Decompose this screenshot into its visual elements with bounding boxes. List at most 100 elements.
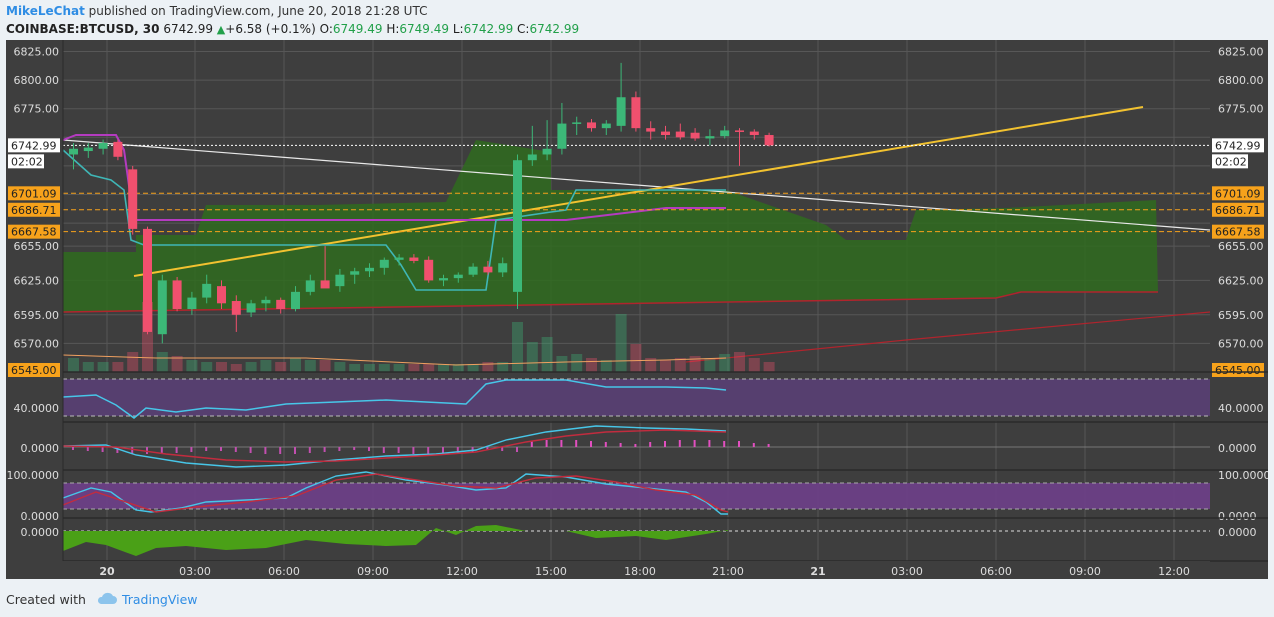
candle[interactable]	[424, 259, 434, 281]
volume-bar	[674, 358, 686, 372]
volume-bar	[275, 362, 287, 372]
price-level-tag	[8, 186, 60, 201]
volume-bar	[482, 362, 494, 372]
candle[interactable]	[231, 301, 241, 315]
candle[interactable]	[557, 123, 567, 149]
price-level-text: 02:02	[1215, 155, 1247, 168]
price-tick-label: 6625.00	[1218, 274, 1264, 287]
volume-bar	[645, 358, 657, 372]
author-link[interactable]: MikeLeChat	[6, 4, 85, 18]
candle[interactable]	[749, 131, 759, 136]
candle[interactable]	[83, 147, 93, 152]
price-level-text: 6667.58	[1215, 226, 1261, 239]
indicator-scale-label: 0.0000	[21, 442, 60, 455]
price-level-text: 02:02	[11, 155, 43, 168]
price-level-text: 6701.09	[1215, 187, 1261, 200]
close-value: 6742.99	[529, 22, 580, 36]
candle[interactable]	[764, 135, 774, 146]
candle[interactable]	[468, 266, 478, 275]
tradingview-link[interactable]: TradingView	[121, 592, 198, 607]
candle[interactable]	[483, 266, 493, 273]
price-level-text: 6742.99	[1215, 139, 1261, 152]
volume-bar	[526, 342, 538, 372]
candle[interactable]	[291, 291, 300, 310]
volume-ma-line	[62, 354, 727, 366]
price-tick-label: 6655.00	[14, 240, 60, 253]
candle[interactable]	[587, 122, 596, 129]
candle[interactable]	[542, 148, 552, 155]
volume-bar	[571, 354, 583, 372]
candle[interactable]	[675, 131, 685, 138]
indicator-scale-label: 0.0000	[1218, 510, 1257, 523]
volume-bar	[600, 360, 612, 372]
candle[interactable]	[513, 160, 522, 292]
time-tick-label: 03:00	[891, 565, 923, 578]
volume-bar	[230, 364, 242, 372]
candle[interactable]	[172, 280, 182, 310]
candle[interactable]	[735, 130, 744, 132]
candle[interactable]	[350, 271, 360, 275]
candle[interactable]	[646, 128, 656, 132]
volume-bar	[734, 352, 745, 372]
volume-bar	[763, 362, 775, 372]
candle[interactable]	[276, 299, 286, 310]
candle[interactable]	[261, 299, 271, 304]
candle[interactable]	[498, 263, 508, 273]
candle[interactable]	[572, 122, 582, 124]
volume-bar	[82, 362, 94, 372]
volume-bar	[497, 362, 509, 372]
chart-svg[interactable]: 6825.00 6800.00 6775.00 6655.00 6625.00 6595.…	[6, 40, 1210, 579]
candle[interactable]	[320, 280, 330, 289]
price-level-text: 6742.99	[11, 139, 57, 152]
right-scale-svg[interactable]: 6825.00 6800.00 6775.00 6655.00 6625.00 6595.…	[1210, 40, 1268, 579]
candle[interactable]	[365, 267, 374, 272]
time-tick-label: 09:00	[357, 565, 389, 578]
candle[interactable]	[394, 257, 404, 260]
candle[interactable]	[128, 169, 138, 229]
candle[interactable]	[690, 132, 700, 139]
time-tick-label: 06:00	[268, 565, 300, 578]
candle[interactable]	[143, 228, 152, 332]
candle[interactable]	[305, 280, 315, 292]
candle[interactable]	[720, 130, 730, 137]
volume-bar	[112, 362, 124, 372]
candle[interactable]	[379, 259, 389, 268]
candle[interactable]	[113, 141, 123, 157]
indicator-scale-label: 100.0000	[1218, 469, 1268, 482]
time-tick-label: 03:00	[179, 565, 211, 578]
candle[interactable]	[69, 148, 78, 155]
created-with-text: Created with	[6, 592, 86, 607]
price-tick-label: 6800.00	[1218, 74, 1264, 87]
price-tick-label: 6595.00	[1218, 309, 1264, 322]
candle[interactable]	[246, 303, 256, 313]
publish-line: MikeLeChat published on TradingView.com,…	[6, 4, 427, 18]
price-level-tag	[1212, 363, 1264, 377]
high-label: H:	[386, 22, 400, 36]
rsi-band	[63, 379, 1210, 416]
volume-bar	[260, 360, 272, 372]
candle[interactable]	[601, 123, 611, 129]
candle[interactable]	[705, 136, 715, 139]
candle[interactable]	[409, 257, 419, 261]
candle[interactable]	[631, 97, 641, 129]
price-level-tag	[8, 154, 44, 169]
volume-bar	[660, 360, 671, 372]
candle[interactable]	[661, 131, 670, 136]
time-axis[interactable]	[6, 561, 1210, 579]
candle[interactable]	[439, 278, 448, 281]
candle[interactable]	[187, 297, 197, 310]
candle[interactable]	[98, 143, 108, 149]
candle[interactable]	[217, 286, 226, 304]
left-price-scale[interactable]	[6, 40, 63, 561]
chart-area[interactable]: 6825.00 6800.00 6775.00 6655.00 6625.00 6595.…	[6, 40, 1210, 579]
candle[interactable]	[527, 154, 537, 161]
price-level-text: 6686.71	[11, 204, 57, 217]
candle[interactable]	[453, 274, 463, 279]
price-tick-label: 6775.00	[14, 103, 60, 116]
price-tick-label: 6570.00	[14, 337, 60, 350]
last-price: 6742.99	[163, 22, 213, 36]
candle[interactable]	[157, 280, 167, 335]
candle[interactable]	[335, 274, 345, 287]
candle[interactable]	[202, 283, 212, 298]
candle[interactable]	[616, 97, 626, 126]
